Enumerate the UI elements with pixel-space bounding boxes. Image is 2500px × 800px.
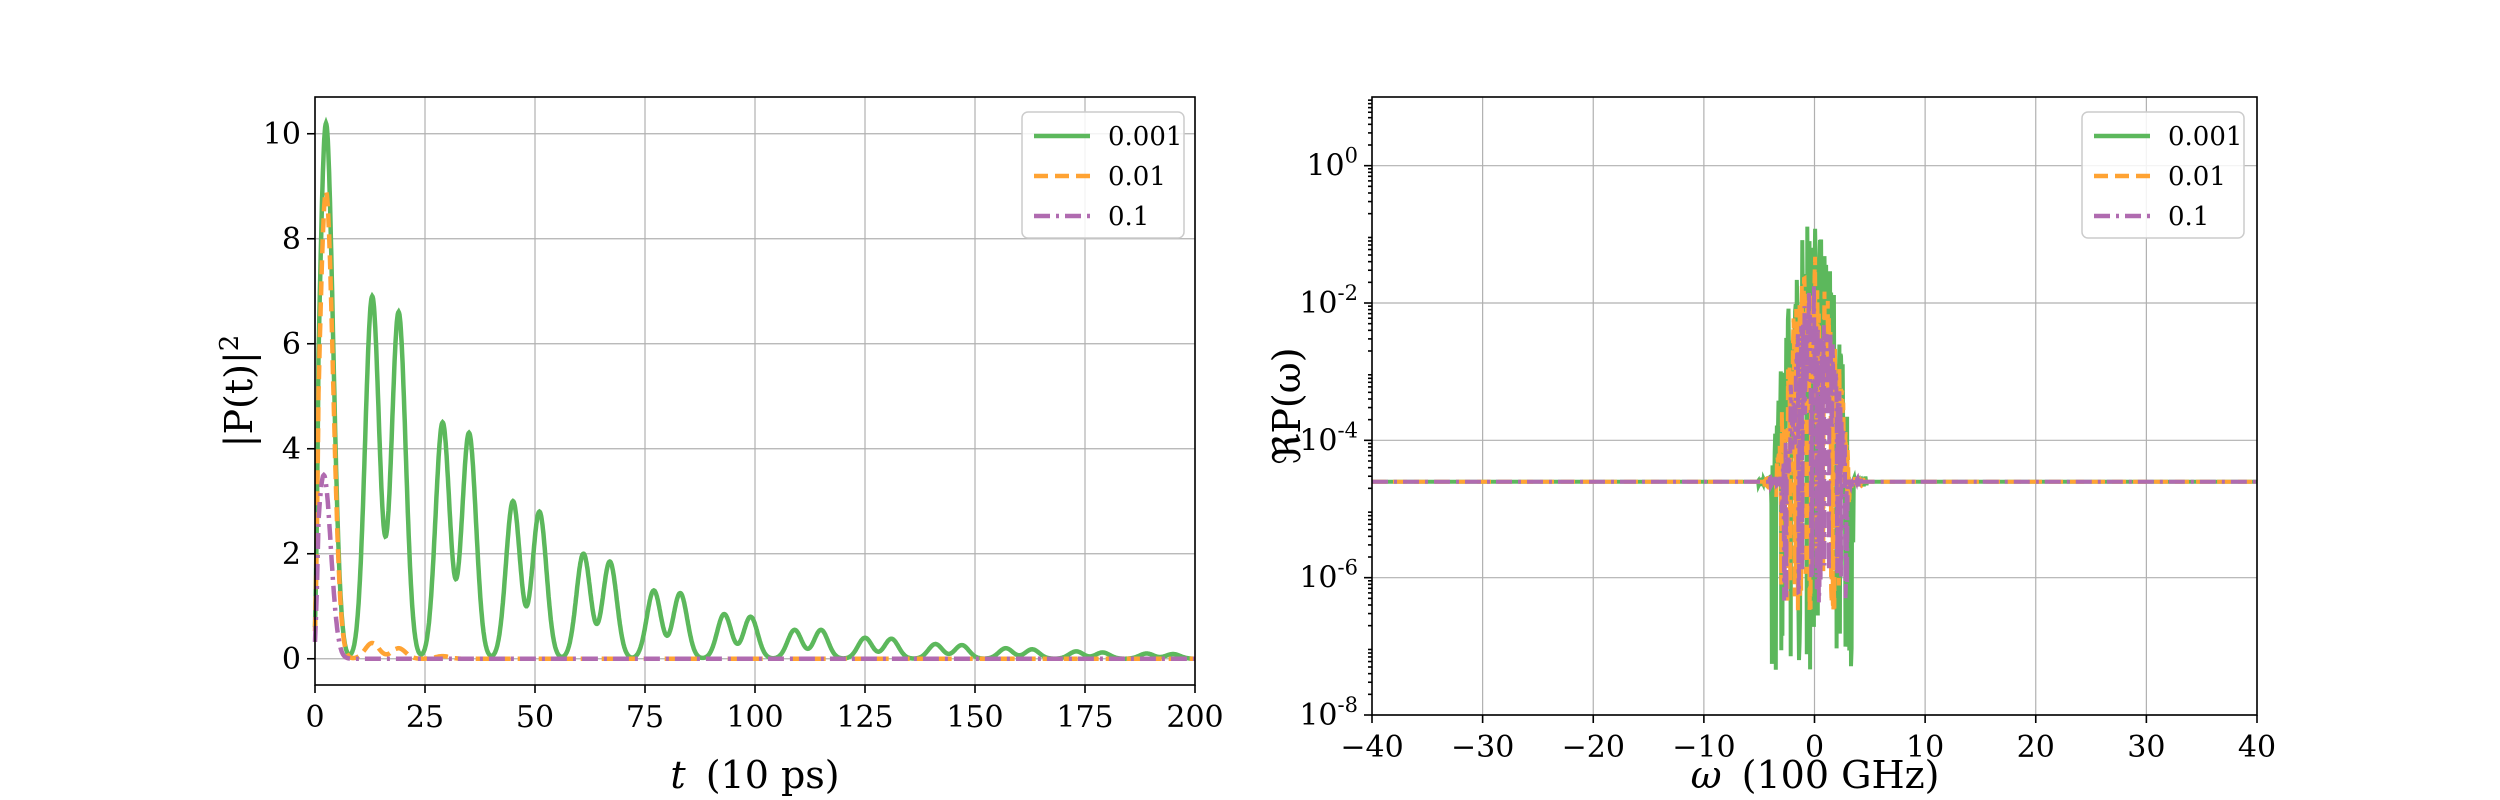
- x-tick-label: 20: [2017, 730, 2055, 765]
- legend-label-0.1: 0.1: [1108, 202, 1149, 232]
- x-tick-label: 75: [626, 700, 664, 735]
- x-axis-label-right: ω (100 GHz): [1691, 753, 1940, 797]
- y-axis-label-left: |P(t)|2: [215, 335, 261, 448]
- y-axis-label-right: ℜP(ω): [1265, 347, 1309, 464]
- legend-left: 0.001 0.01 0.1: [1021, 111, 1185, 239]
- ticks-left: 0 25 50 75 100 125 150 175 200 0 2 4 6 8 10: [263, 117, 1224, 735]
- x-tick-label: 40: [2238, 730, 2276, 765]
- y-tick-label: 100: [1306, 144, 1358, 184]
- y-tick-label: 10-2: [1299, 281, 1358, 321]
- ticks-right: −40 −30 −20 −10 0 10 20 30 40 100 10-2 10-4 10-6 10-8: [1299, 99, 2276, 765]
- frequency-domain-chart: −40 −30 −20 −10 0 10 20 30 40 100 10-2 10-4 10-6 10-8…: [1265, 96, 2276, 797]
- x-tick-label: 50: [516, 700, 554, 735]
- y-tick-label: 10: [263, 117, 301, 152]
- legend-label-0.1: 0.1: [2168, 202, 2209, 232]
- y-tick-label: 10-4: [1299, 418, 1358, 458]
- x-tick-label: −40: [1340, 730, 1403, 765]
- x-tick-label: 30: [2127, 730, 2165, 765]
- y-tick-label: 10-6: [1299, 556, 1358, 596]
- legend-box: [1021, 111, 1185, 239]
- x-tick-label: 0: [305, 700, 324, 735]
- legend-label-0.01: 0.01: [1108, 162, 1166, 192]
- y-tick-label: 8: [282, 222, 301, 257]
- y-tick-label: 10-8: [1299, 693, 1358, 733]
- series-left: [312, 116, 1195, 662]
- y-tick-label: 2: [282, 537, 301, 572]
- series-line-0.1: [312, 471, 1195, 662]
- y-tick-label: 0: [282, 642, 301, 677]
- x-tick-label: 0: [1805, 730, 1824, 765]
- legend-label-0.001: 0.001: [1108, 122, 1182, 152]
- legend-label-0.001: 0.001: [2168, 122, 2242, 152]
- x-axis-label-left: t (10 ps): [670, 753, 839, 797]
- y-tick-label: 6: [282, 327, 301, 362]
- x-tick-label: 200: [1166, 700, 1223, 735]
- legend-label-0.01: 0.01: [2168, 162, 2226, 192]
- x-tick-label: −20: [1562, 730, 1625, 765]
- y-tick-label: 4: [282, 432, 301, 467]
- legend-right: 0.001 0.01 0.1: [2081, 111, 2245, 239]
- x-tick-label: 25: [406, 700, 444, 735]
- x-tick-label: −10: [1672, 730, 1735, 765]
- legend-box: [2081, 111, 2245, 239]
- series-right: [1372, 226, 2257, 670]
- x-tick-label: 100: [726, 700, 783, 735]
- x-tick-label: 10: [1906, 730, 1944, 765]
- x-tick-label: 125: [836, 700, 893, 735]
- x-tick-label: −30: [1451, 730, 1514, 765]
- x-tick-label: 175: [1056, 700, 1113, 735]
- series-line-0.1: [1372, 284, 2257, 603]
- x-tick-label: 150: [946, 700, 1003, 735]
